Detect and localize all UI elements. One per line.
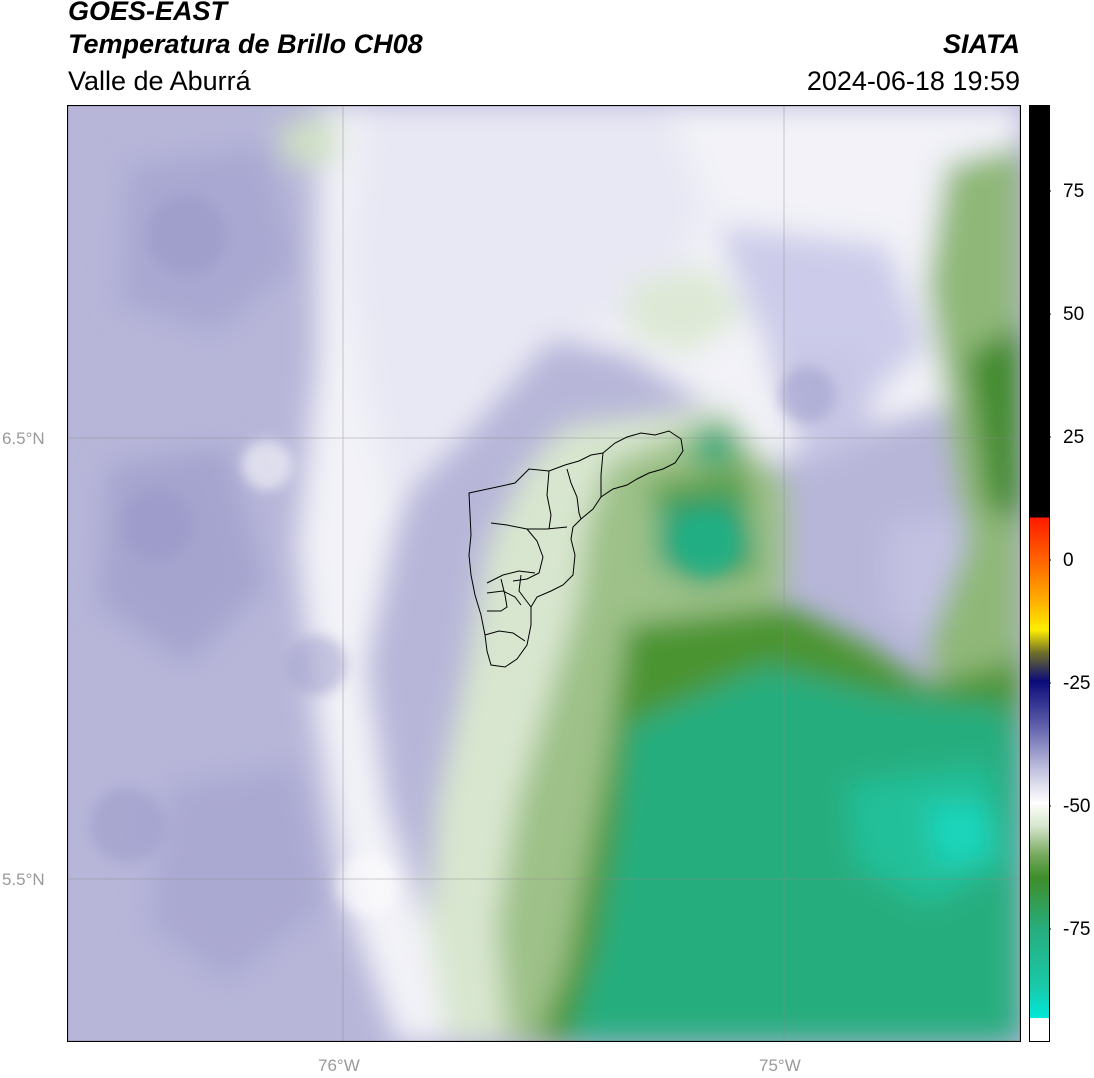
colorbar-label-0: 0 [1063, 550, 1074, 571]
municipal-boundary [484, 630, 526, 642]
municipal-boundary [518, 574, 532, 608]
colorbar-label-75: 75 [1063, 181, 1085, 202]
municipal-boundary [486, 590, 522, 606]
lon-label-75w: 75°W [759, 1056, 801, 1075]
map-frame [67, 105, 1021, 1042]
graticule [67, 105, 1021, 1042]
lat-label-6-5n: 6.5°N [2, 429, 45, 448]
municipal-boundary [486, 570, 536, 584]
colorbar-label-minus50: -50 [1063, 796, 1091, 817]
temperature-field [67, 105, 1021, 1042]
colorbar-label-25: 25 [1063, 427, 1085, 448]
timestamp-label: 2024-06-18 19:59 [806, 66, 1020, 96]
lat-label-5-5n: 5.5°N [2, 870, 45, 889]
colorbar [1029, 105, 1051, 1042]
municipal-boundary [487, 578, 508, 612]
brand-label: SIATA [943, 29, 1020, 59]
colorbar-scale [1029, 105, 1050, 1042]
valley-outline [468, 430, 684, 668]
municipal-boundary [512, 528, 544, 582]
product-title: Temperatura de Brillo CH08 [68, 29, 423, 59]
municipal-boundary [546, 470, 552, 530]
colorbar-label-minus75: -75 [1063, 919, 1091, 940]
brightness-temperature-map [67, 105, 1021, 1042]
satellite-title: GOES-EAST [68, 0, 228, 26]
colorbar-label-minus25: -25 [1063, 673, 1091, 694]
aburra-valley-boundaries [468, 430, 684, 668]
municipal-boundary [566, 468, 582, 520]
region-subtitle: Valle de Aburrá [68, 66, 251, 96]
lon-label-76w: 76°W [318, 1056, 360, 1075]
municipal-boundary [600, 452, 604, 497]
colorbar-label-50: 50 [1063, 304, 1085, 325]
